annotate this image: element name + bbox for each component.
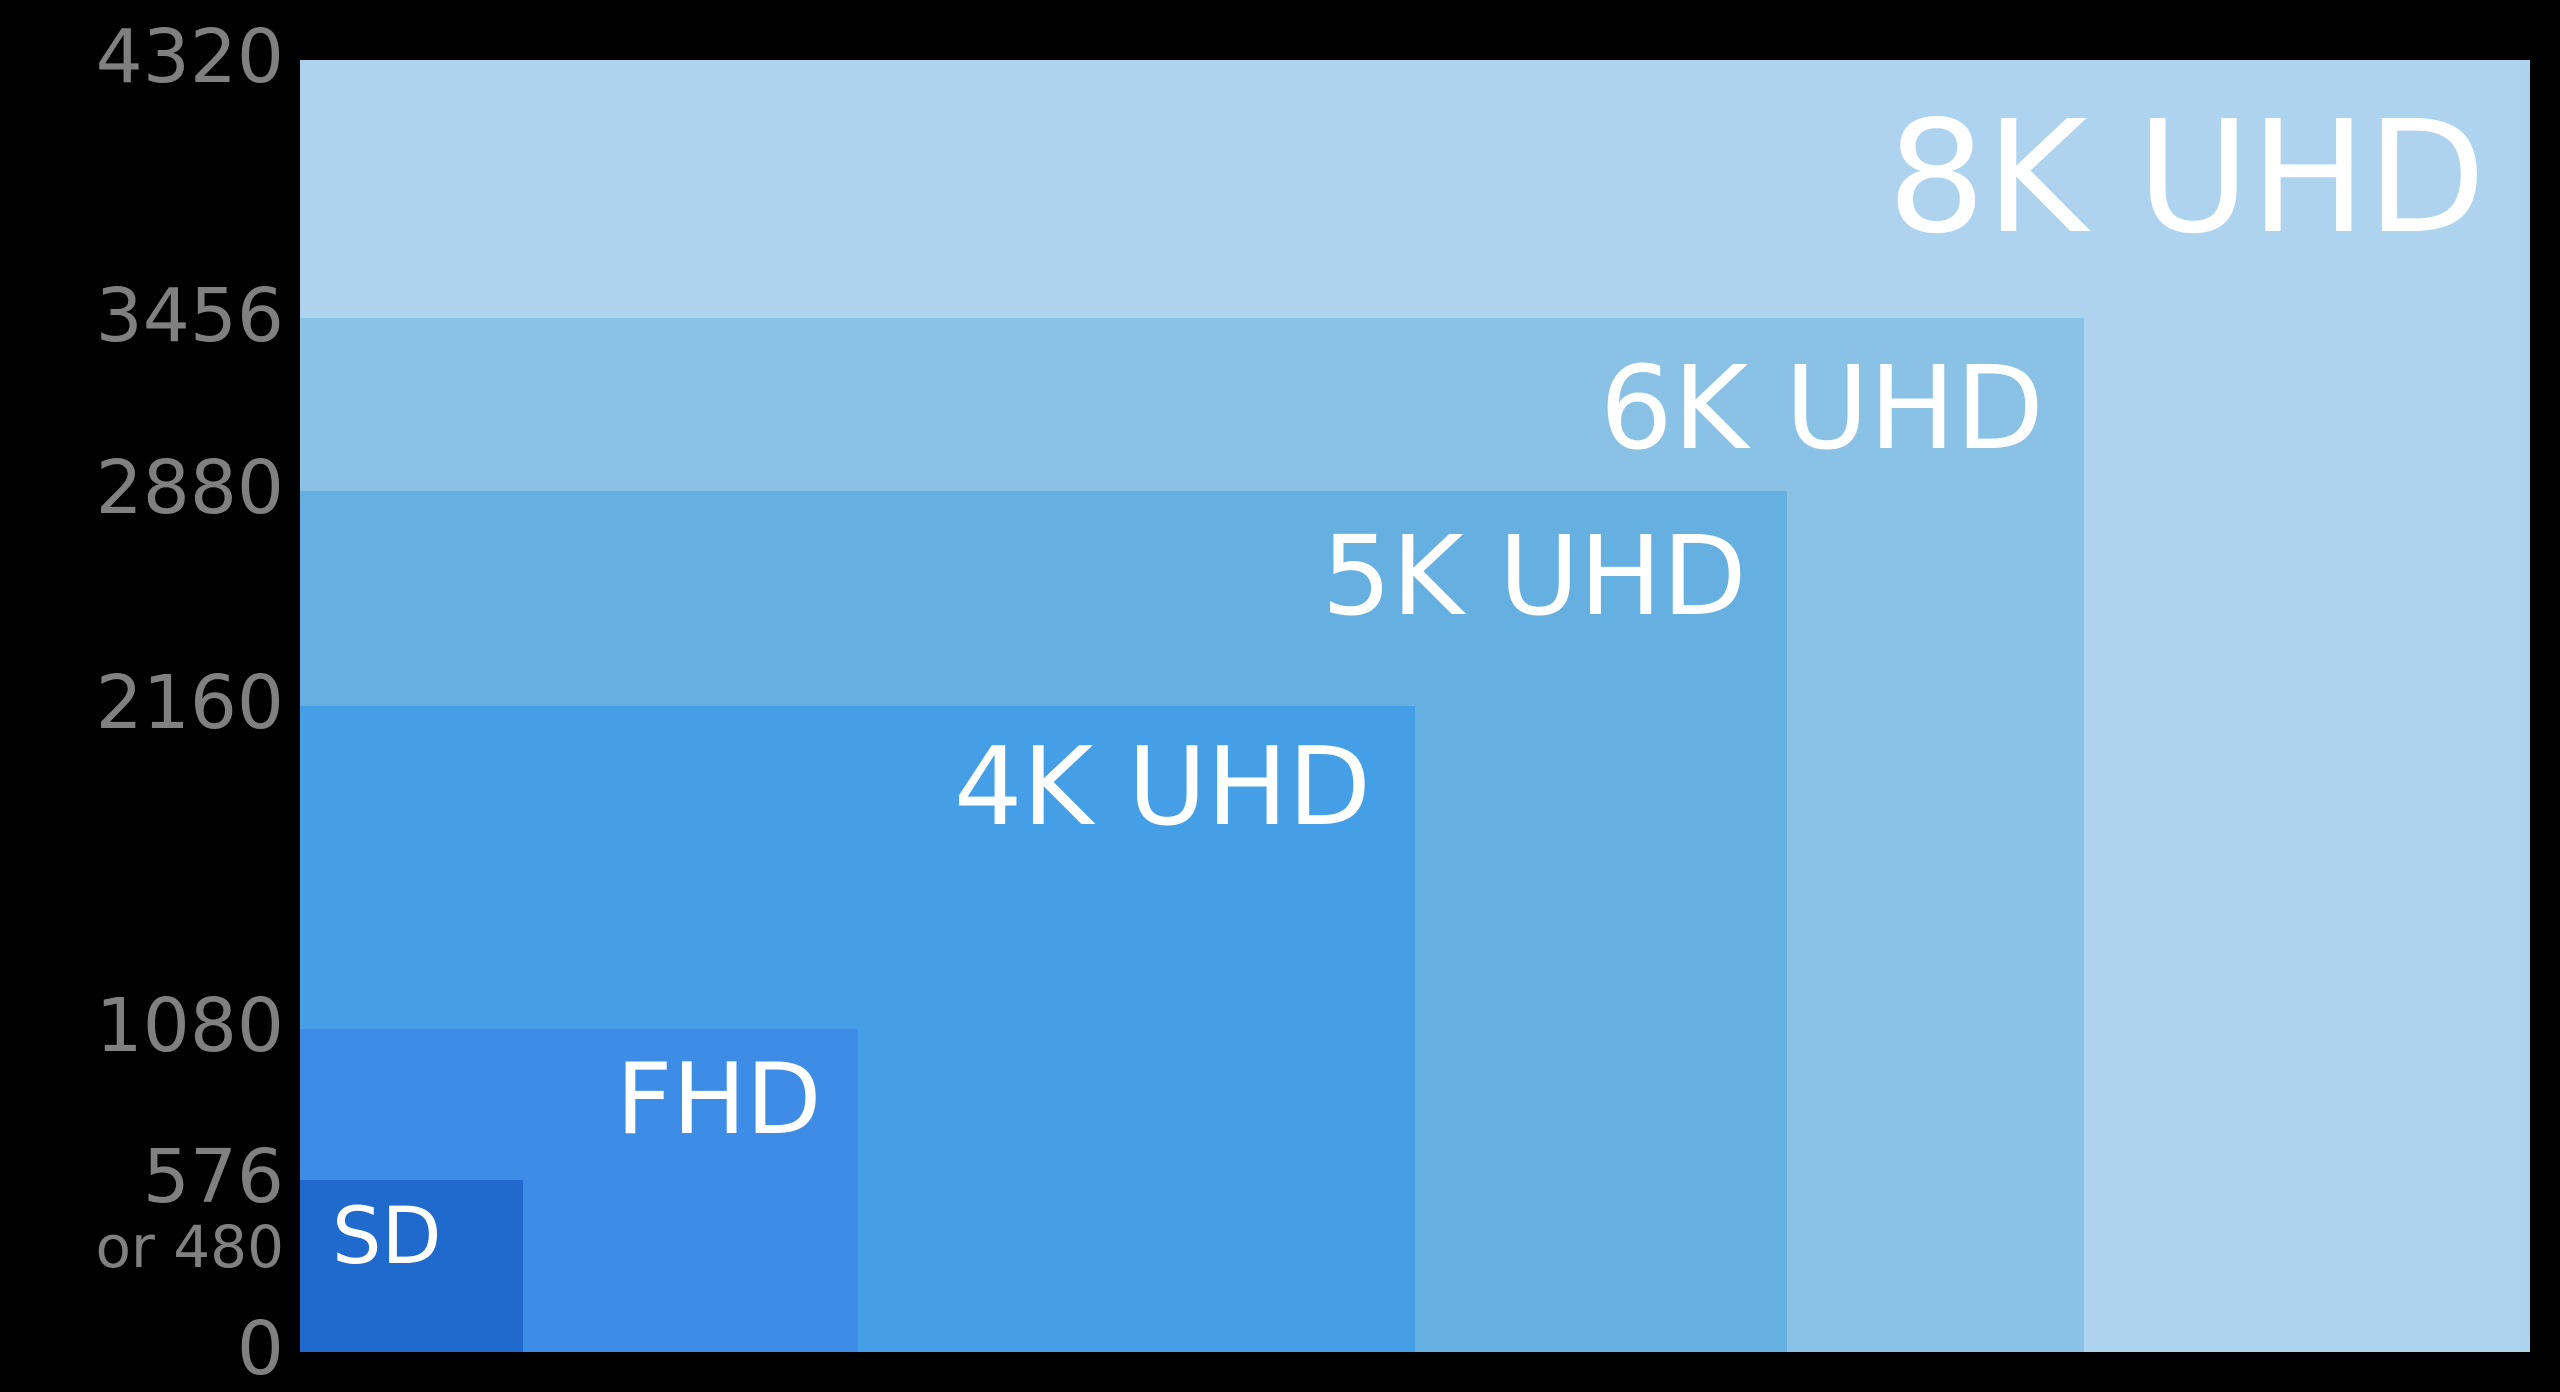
y-tick-1080: 1080 bbox=[96, 988, 284, 1066]
y-tick-4320: 4320 bbox=[96, 19, 284, 97]
resolution-label-4k-uhd: 4K UHD bbox=[954, 734, 1371, 842]
stage: 8K UHD 6K UHD 5K UHD 4K UHD FHD SD 4320 3456 28… bbox=[0, 0, 2560, 1392]
y-tick-576: 576or 480 bbox=[96, 1139, 284, 1278]
resolution-label-fhd: FHD bbox=[616, 1051, 822, 1149]
resolution-rect-sd: SD bbox=[300, 1180, 523, 1352]
y-tick-0: 0 bbox=[237, 1311, 284, 1389]
y-tick-2880: 2880 bbox=[96, 450, 284, 528]
resolution-label-sd: SD bbox=[332, 1198, 442, 1276]
y-tick-3456: 3456 bbox=[96, 278, 284, 356]
plot-area: 8K UHD 6K UHD 5K UHD 4K UHD FHD SD bbox=[300, 60, 2530, 1352]
resolution-label-5k-uhd: 5K UHD bbox=[1322, 521, 1747, 631]
resolution-label-6k-uhd: 6K UHD bbox=[1600, 352, 2044, 467]
y-tick-2160: 2160 bbox=[96, 665, 284, 743]
resolution-label-8k-uhd: 8K UHD bbox=[1887, 100, 2486, 255]
